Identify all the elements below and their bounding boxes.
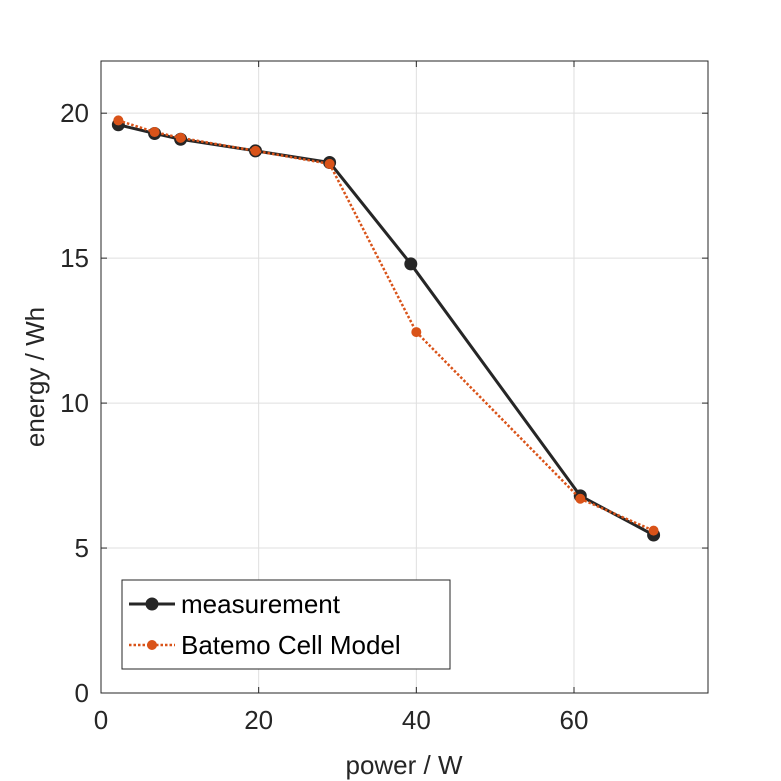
data-point-batemo-cell-model [250, 145, 261, 156]
y-axis-label: energy / Wh [20, 307, 50, 447]
legend-marker-batemo-cell-model [147, 640, 157, 650]
data-point-measurement [404, 257, 418, 271]
x-tick-label: 40 [402, 705, 431, 735]
data-point-batemo-cell-model [648, 525, 659, 536]
y-tick-label: 15 [60, 243, 89, 273]
data-point-batemo-cell-model [149, 127, 160, 138]
y-tick-label: 10 [60, 388, 89, 418]
x-tick-label: 20 [244, 705, 273, 735]
series-layer [111, 115, 661, 542]
legend-label-batemo-cell-model: Batemo Cell Model [181, 630, 401, 660]
data-point-batemo-cell-model [113, 115, 124, 126]
y-tick-labels: 0 5 10 15 20 [60, 98, 89, 708]
legend-label-measurement: measurement [181, 589, 341, 619]
y-tick-label: 0 [75, 678, 89, 708]
axis-ticks [100, 61, 708, 694]
data-point-batemo-cell-model [411, 327, 422, 338]
x-axis-label: power / W [345, 750, 462, 780]
x-tick-labels: 0 20 40 60 [94, 705, 589, 735]
x-tick-label: 60 [560, 705, 589, 735]
legend: measurement Batemo Cell Model [121, 579, 451, 670]
data-point-batemo-cell-model [324, 158, 335, 169]
series-batemo-cell-model [113, 115, 659, 536]
data-point-batemo-cell-model [175, 132, 186, 143]
y-tick-label: 5 [75, 533, 89, 563]
y-tick-label: 20 [60, 98, 89, 128]
plot-frame [100, 60, 709, 694]
data-point-batemo-cell-model [575, 493, 586, 504]
legend-marker-measurement [145, 597, 159, 611]
x-tick-label: 0 [94, 705, 108, 735]
legend-box [121, 579, 451, 670]
